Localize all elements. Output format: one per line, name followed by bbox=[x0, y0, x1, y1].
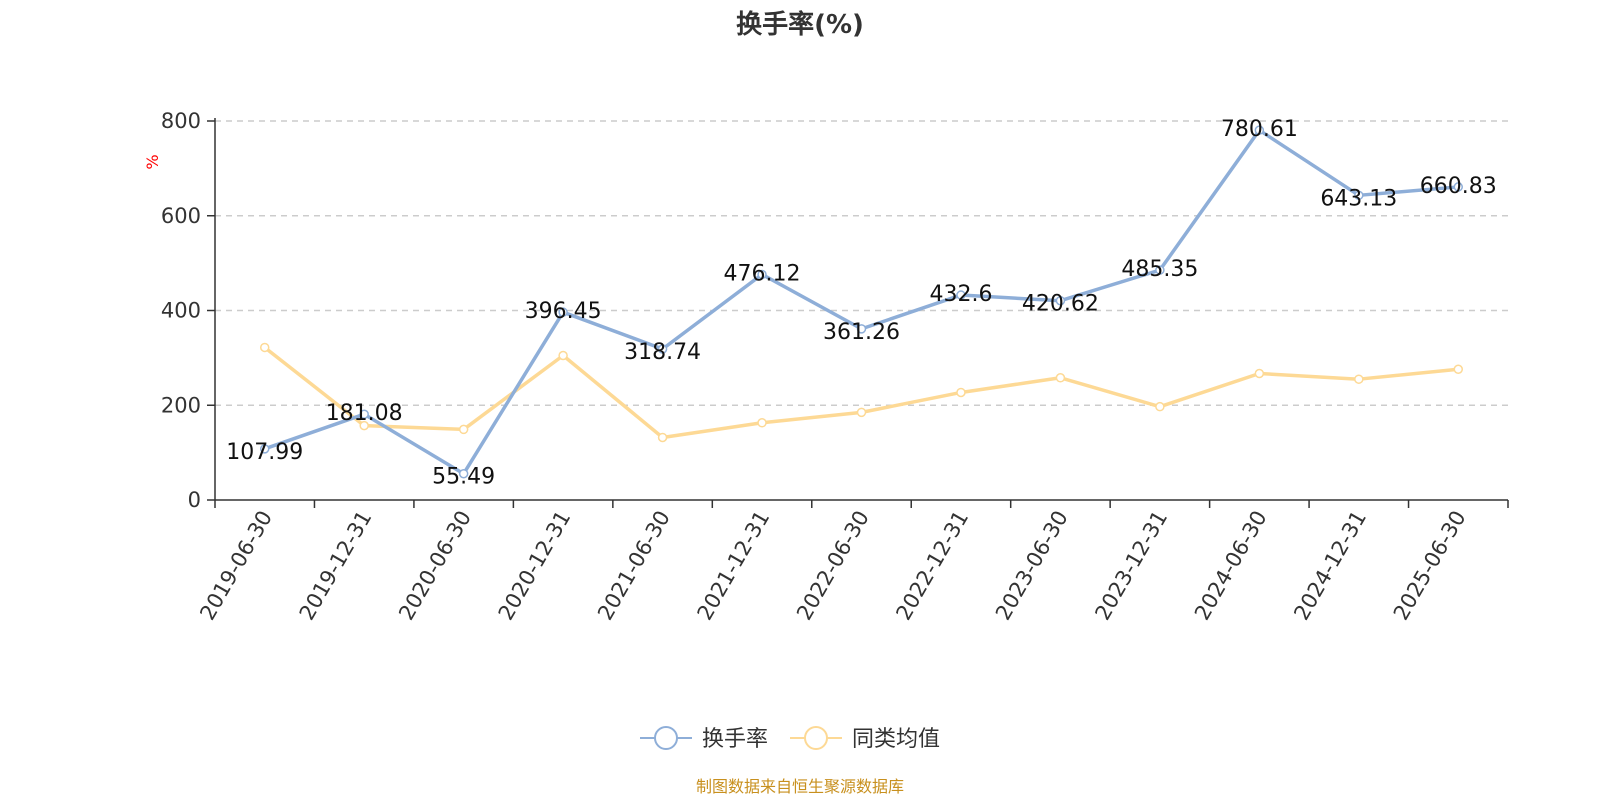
data-point bbox=[359, 409, 369, 419]
data-point bbox=[1453, 182, 1464, 192]
chart-title: 换手率(%) bbox=[736, 9, 864, 40]
data-point bbox=[458, 468, 469, 479]
legend-marker bbox=[804, 726, 828, 750]
data-point bbox=[657, 432, 668, 443]
data-label: 181.08 bbox=[326, 401, 403, 426]
data-point bbox=[657, 344, 668, 354]
x-tick-label: 2022-06-30 bbox=[792, 507, 874, 625]
legend-item[interactable]: 换手率 bbox=[640, 726, 768, 752]
data-label: 318.74 bbox=[624, 340, 701, 365]
data-point bbox=[757, 269, 767, 280]
data-point bbox=[956, 387, 966, 398]
x-tick-label: 2023-12-31 bbox=[1090, 507, 1172, 625]
x-tick-label: 2020-06-30 bbox=[394, 506, 476, 624]
y-tick-label: 600 bbox=[161, 204, 201, 228]
data-point bbox=[1055, 373, 1066, 383]
legend-label: 同类均值 bbox=[852, 727, 940, 752]
x-tick-label: 2025-06-30 bbox=[1389, 507, 1471, 625]
data-label: 643.13 bbox=[1320, 186, 1397, 211]
data-point bbox=[856, 324, 867, 334]
data-label: 55.49 bbox=[432, 465, 495, 490]
x-tick-label: 2021-06-30 bbox=[593, 507, 675, 625]
data-point bbox=[1055, 295, 1066, 306]
series-layer bbox=[259, 125, 1464, 479]
data-point bbox=[856, 407, 867, 418]
y-tick-label: 800 bbox=[161, 109, 201, 133]
data-point bbox=[1354, 190, 1364, 201]
y-tick-label: 0 bbox=[188, 488, 201, 512]
data-point bbox=[359, 420, 369, 431]
data-label: 660.83 bbox=[1420, 174, 1497, 199]
source-note: 制图数据来自恒生聚源数据库 bbox=[696, 777, 904, 796]
data-point bbox=[1453, 364, 1464, 374]
data-point bbox=[558, 307, 568, 317]
series-line bbox=[264, 128, 1459, 476]
data-point bbox=[259, 444, 270, 454]
legend[interactable]: 换手率 同类均值 bbox=[640, 726, 940, 752]
data-label: 361.26 bbox=[823, 320, 900, 345]
legend-item[interactable]: 同类均值 bbox=[790, 726, 940, 752]
x-tick-label: 2020-12-31 bbox=[494, 507, 576, 625]
data-label: 780.61 bbox=[1221, 117, 1298, 142]
data-point bbox=[1155, 401, 1165, 412]
legend-label: 换手率 bbox=[702, 727, 768, 752]
x-tick-label: 2024-06-30 bbox=[1190, 507, 1272, 625]
data-point bbox=[558, 350, 568, 361]
data-label: 432.6 bbox=[929, 282, 992, 307]
data-point bbox=[458, 424, 469, 435]
data-label: 107.99 bbox=[226, 440, 303, 465]
x-tick-label: 2022-12-31 bbox=[891, 507, 973, 625]
x-tick-label: 2021-12-31 bbox=[693, 507, 775, 625]
x-tick-label: 2019-12-31 bbox=[295, 507, 377, 625]
data-point bbox=[757, 418, 767, 428]
data-labels: 107.99 181.08 55.49 396.45 318.74 476.12 361.2… bbox=[226, 117, 1497, 490]
x-tick-label: 2019-06-30 bbox=[195, 507, 277, 625]
y-tick-label: 400 bbox=[161, 299, 201, 323]
x-tick-label: 2024-12-31 bbox=[1289, 507, 1371, 625]
y-axis-unit: % bbox=[143, 154, 162, 169]
data-label: 396.45 bbox=[525, 299, 602, 324]
data-label: 476.12 bbox=[724, 261, 801, 286]
x-tick-label: 2023-06-30 bbox=[991, 507, 1073, 625]
data-point bbox=[1354, 374, 1364, 384]
data-point bbox=[1155, 265, 1165, 275]
legend-marker bbox=[654, 726, 678, 750]
grid bbox=[215, 120, 1508, 406]
data-label: 485.35 bbox=[1121, 257, 1198, 282]
data-point bbox=[1254, 368, 1265, 379]
data-label: 420.62 bbox=[1022, 292, 1099, 317]
y-tick-label: 200 bbox=[161, 393, 201, 417]
data-point bbox=[259, 342, 270, 353]
data-point bbox=[956, 290, 966, 300]
series-line bbox=[263, 346, 1459, 440]
data-point bbox=[1254, 125, 1265, 135]
axes: 0 200 400 600 800 2019-06-30 2019-12-31 2020-06… bbox=[161, 109, 1509, 625]
